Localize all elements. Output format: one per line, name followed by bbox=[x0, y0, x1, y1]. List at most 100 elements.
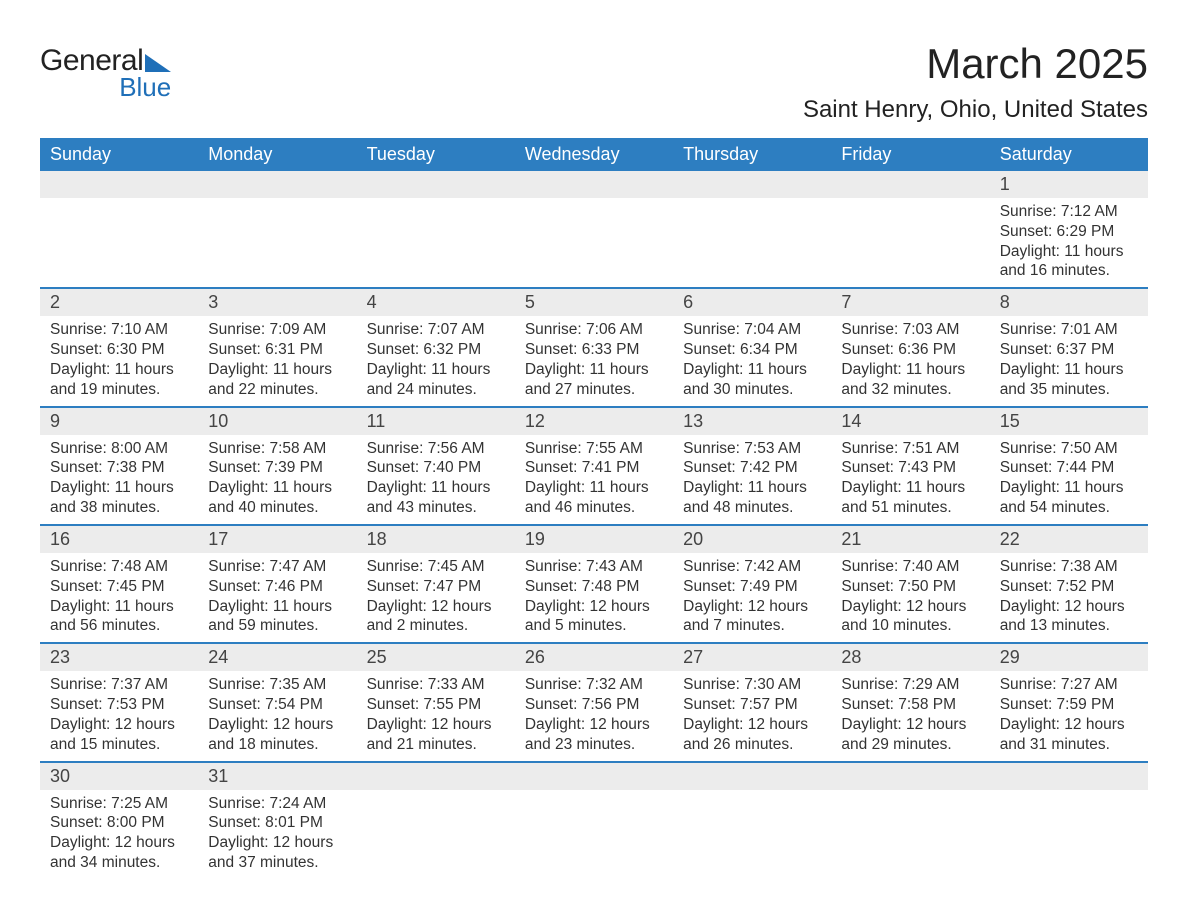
day-detail: Sunrise: 7:29 AM Sunset: 7:58 PM Dayligh… bbox=[831, 671, 989, 761]
day-detail bbox=[515, 198, 673, 288]
day-detail: Sunrise: 7:27 AM Sunset: 7:59 PM Dayligh… bbox=[990, 671, 1148, 761]
day-number: 1 bbox=[990, 171, 1148, 198]
detail-row: Sunrise: 7:12 AM Sunset: 6:29 PM Dayligh… bbox=[40, 198, 1148, 288]
day-number: 6 bbox=[673, 288, 831, 316]
day-detail: Sunrise: 7:42 AM Sunset: 7:49 PM Dayligh… bbox=[673, 553, 831, 643]
day-detail: Sunrise: 7:58 AM Sunset: 7:39 PM Dayligh… bbox=[198, 435, 356, 525]
day-number bbox=[515, 171, 673, 198]
weekday-header: Wednesday bbox=[515, 138, 673, 171]
detail-row: Sunrise: 7:25 AM Sunset: 8:00 PM Dayligh… bbox=[40, 790, 1148, 879]
detail-row: Sunrise: 8:00 AM Sunset: 7:38 PM Dayligh… bbox=[40, 435, 1148, 525]
day-detail: Sunrise: 7:32 AM Sunset: 7:56 PM Dayligh… bbox=[515, 671, 673, 761]
day-number: 15 bbox=[990, 407, 1148, 435]
day-detail bbox=[673, 198, 831, 288]
day-detail: Sunrise: 7:37 AM Sunset: 7:53 PM Dayligh… bbox=[40, 671, 198, 761]
day-number bbox=[198, 171, 356, 198]
day-detail: Sunrise: 7:33 AM Sunset: 7:55 PM Dayligh… bbox=[357, 671, 515, 761]
day-detail: Sunrise: 7:45 AM Sunset: 7:47 PM Dayligh… bbox=[357, 553, 515, 643]
day-number: 3 bbox=[198, 288, 356, 316]
day-number: 7 bbox=[831, 288, 989, 316]
day-number bbox=[673, 171, 831, 198]
daynum-row: 30 31 bbox=[40, 762, 1148, 790]
day-number: 12 bbox=[515, 407, 673, 435]
day-number bbox=[357, 762, 515, 790]
calendar-page: General Blue March 2025 Saint Henry, Ohi… bbox=[40, 40, 1148, 879]
day-number: 23 bbox=[40, 643, 198, 671]
day-number: 26 bbox=[515, 643, 673, 671]
day-number: 5 bbox=[515, 288, 673, 316]
day-number: 21 bbox=[831, 525, 989, 553]
day-number: 8 bbox=[990, 288, 1148, 316]
day-number: 27 bbox=[673, 643, 831, 671]
brand-triangle-icon bbox=[145, 54, 171, 72]
weekday-header-row: Sunday Monday Tuesday Wednesday Thursday… bbox=[40, 138, 1148, 171]
day-detail: Sunrise: 7:47 AM Sunset: 7:46 PM Dayligh… bbox=[198, 553, 356, 643]
daynum-row: 23 24 25 26 27 28 29 bbox=[40, 643, 1148, 671]
day-detail: Sunrise: 7:51 AM Sunset: 7:43 PM Dayligh… bbox=[831, 435, 989, 525]
day-number bbox=[831, 762, 989, 790]
month-title: March 2025 bbox=[803, 40, 1148, 88]
day-number: 10 bbox=[198, 407, 356, 435]
day-number: 2 bbox=[40, 288, 198, 316]
day-detail: Sunrise: 7:56 AM Sunset: 7:40 PM Dayligh… bbox=[357, 435, 515, 525]
daynum-row: 16 17 18 19 20 21 22 bbox=[40, 525, 1148, 553]
day-number: 11 bbox=[357, 407, 515, 435]
day-number: 4 bbox=[357, 288, 515, 316]
day-detail: Sunrise: 7:38 AM Sunset: 7:52 PM Dayligh… bbox=[990, 553, 1148, 643]
day-detail bbox=[831, 790, 989, 879]
brand-logo: General Blue bbox=[40, 40, 171, 103]
day-number: 16 bbox=[40, 525, 198, 553]
weekday-header: Thursday bbox=[673, 138, 831, 171]
day-detail bbox=[990, 790, 1148, 879]
day-number bbox=[831, 171, 989, 198]
day-detail: Sunrise: 7:10 AM Sunset: 6:30 PM Dayligh… bbox=[40, 316, 198, 406]
day-number: 13 bbox=[673, 407, 831, 435]
calendar-table: Sunday Monday Tuesday Wednesday Thursday… bbox=[40, 138, 1148, 879]
day-number: 9 bbox=[40, 407, 198, 435]
daynum-row: 2 3 4 5 6 7 8 bbox=[40, 288, 1148, 316]
location-subtitle: Saint Henry, Ohio, United States bbox=[803, 96, 1148, 124]
brand-word2: Blue bbox=[119, 72, 171, 103]
day-detail bbox=[515, 790, 673, 879]
day-number: 28 bbox=[831, 643, 989, 671]
weekday-header: Monday bbox=[198, 138, 356, 171]
day-detail: Sunrise: 8:00 AM Sunset: 7:38 PM Dayligh… bbox=[40, 435, 198, 525]
day-detail bbox=[198, 198, 356, 288]
title-block: March 2025 Saint Henry, Ohio, United Sta… bbox=[803, 40, 1148, 124]
day-number: 31 bbox=[198, 762, 356, 790]
day-number bbox=[357, 171, 515, 198]
day-number bbox=[515, 762, 673, 790]
detail-row: Sunrise: 7:37 AM Sunset: 7:53 PM Dayligh… bbox=[40, 671, 1148, 761]
day-number bbox=[990, 762, 1148, 790]
day-detail: Sunrise: 7:48 AM Sunset: 7:45 PM Dayligh… bbox=[40, 553, 198, 643]
detail-row: Sunrise: 7:48 AM Sunset: 7:45 PM Dayligh… bbox=[40, 553, 1148, 643]
weekday-header: Friday bbox=[831, 138, 989, 171]
day-number: 20 bbox=[673, 525, 831, 553]
day-number: 29 bbox=[990, 643, 1148, 671]
detail-row: Sunrise: 7:10 AM Sunset: 6:30 PM Dayligh… bbox=[40, 316, 1148, 406]
day-detail: Sunrise: 7:55 AM Sunset: 7:41 PM Dayligh… bbox=[515, 435, 673, 525]
day-number: 19 bbox=[515, 525, 673, 553]
day-detail: Sunrise: 7:12 AM Sunset: 6:29 PM Dayligh… bbox=[990, 198, 1148, 288]
weekday-header: Sunday bbox=[40, 138, 198, 171]
day-detail: Sunrise: 7:04 AM Sunset: 6:34 PM Dayligh… bbox=[673, 316, 831, 406]
day-detail bbox=[673, 790, 831, 879]
day-detail: Sunrise: 7:25 AM Sunset: 8:00 PM Dayligh… bbox=[40, 790, 198, 879]
day-detail: Sunrise: 7:50 AM Sunset: 7:44 PM Dayligh… bbox=[990, 435, 1148, 525]
weekday-header: Tuesday bbox=[357, 138, 515, 171]
day-detail: Sunrise: 7:30 AM Sunset: 7:57 PM Dayligh… bbox=[673, 671, 831, 761]
day-number: 17 bbox=[198, 525, 356, 553]
day-detail: Sunrise: 7:03 AM Sunset: 6:36 PM Dayligh… bbox=[831, 316, 989, 406]
day-number: 22 bbox=[990, 525, 1148, 553]
day-detail: Sunrise: 7:35 AM Sunset: 7:54 PM Dayligh… bbox=[198, 671, 356, 761]
day-detail: Sunrise: 7:07 AM Sunset: 6:32 PM Dayligh… bbox=[357, 316, 515, 406]
weekday-header: Saturday bbox=[990, 138, 1148, 171]
day-number bbox=[673, 762, 831, 790]
daynum-row: 1 bbox=[40, 171, 1148, 198]
day-number bbox=[40, 171, 198, 198]
day-detail: Sunrise: 7:53 AM Sunset: 7:42 PM Dayligh… bbox=[673, 435, 831, 525]
day-detail: Sunrise: 7:01 AM Sunset: 6:37 PM Dayligh… bbox=[990, 316, 1148, 406]
calendar-body: 1 Sunrise: 7:12 AM Sunset: 6:29 PM Dayli… bbox=[40, 171, 1148, 879]
day-detail: Sunrise: 7:43 AM Sunset: 7:48 PM Dayligh… bbox=[515, 553, 673, 643]
header-row: General Blue March 2025 Saint Henry, Ohi… bbox=[40, 40, 1148, 124]
